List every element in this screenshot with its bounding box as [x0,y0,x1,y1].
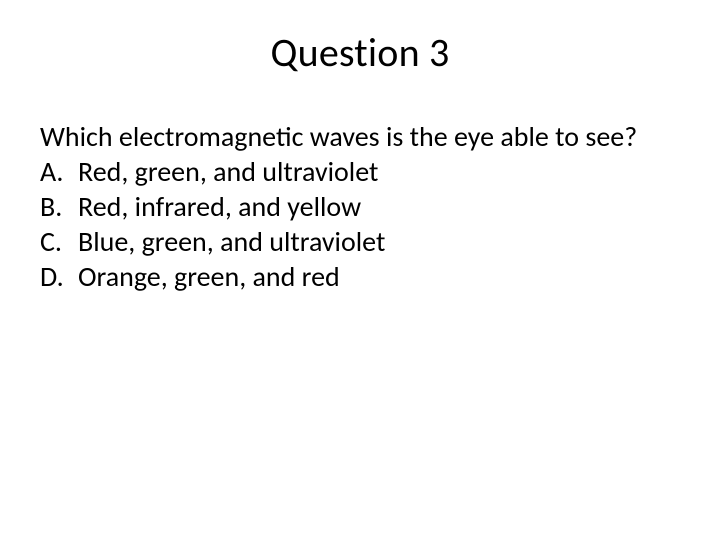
options-list: A. Red, green, and ultraviolet B. Red, i… [40,154,680,294]
option-b: B. Red, infrared, and yellow [40,189,680,224]
option-text: Red, infrared, and yellow [78,189,680,224]
option-text: Blue, green, and ultraviolet [78,224,680,259]
option-letter: C. [40,224,78,259]
option-letter: D. [40,259,78,294]
option-text: Orange, green, and red [78,259,680,294]
option-c: C. Blue, green, and ultraviolet [40,224,680,259]
option-a: A. Red, green, and ultraviolet [40,154,680,189]
option-letter: B. [40,189,78,224]
slide: Question 3 Which electromagnetic waves i… [0,0,720,540]
option-text: Red, green, and ultraviolet [78,154,680,189]
slide-title: Question 3 [40,28,680,77]
option-letter: A. [40,154,78,189]
question-text: Which electromagnetic waves is the eye a… [40,119,680,154]
option-d: D. Orange, green, and red [40,259,680,294]
